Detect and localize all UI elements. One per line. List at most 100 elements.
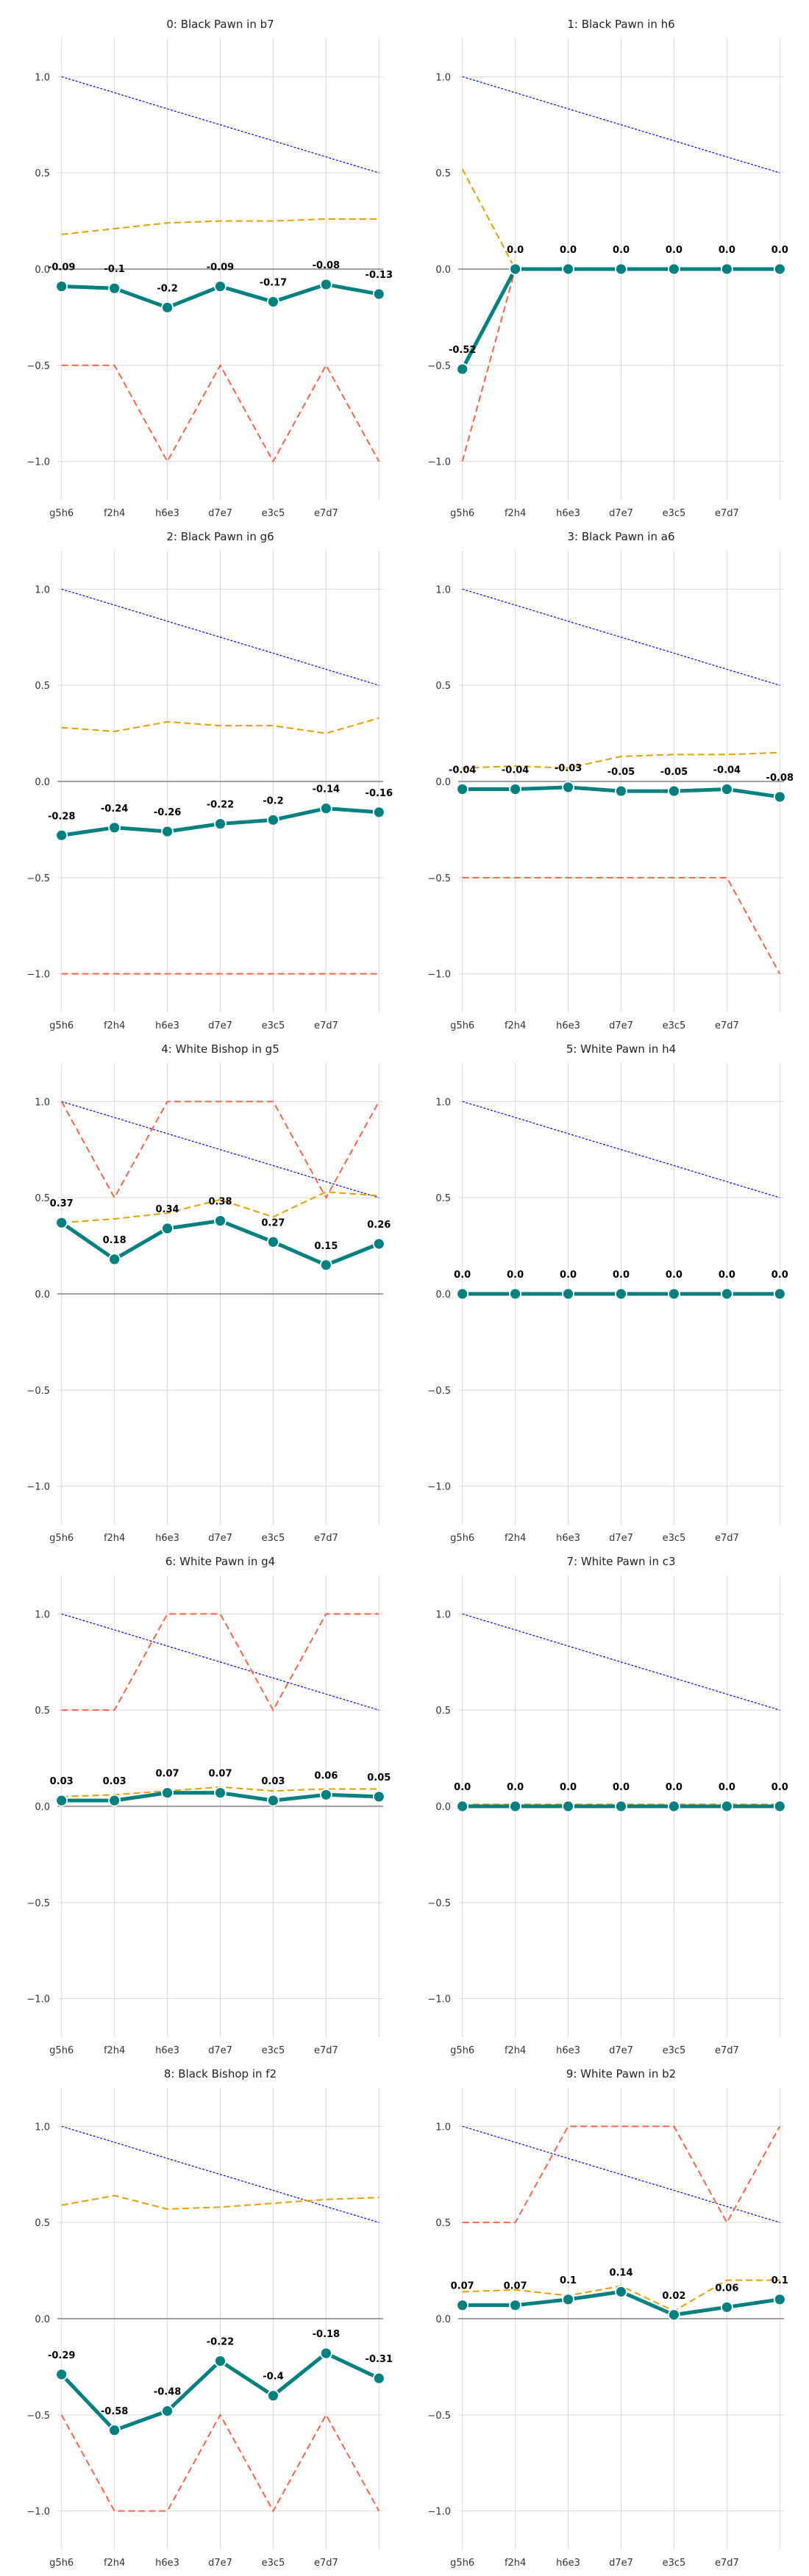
chart-panel-3: 3: Black Pawn in a6 1.0 0.5 0.0 −0.5 −1.0 g5h6… bbox=[427, 530, 794, 1031]
y-tick-label: 0.5 bbox=[435, 1706, 451, 1717]
data-point bbox=[108, 821, 121, 834]
y-tick-label: 0.5 bbox=[435, 168, 451, 179]
y-tick-label: 0.5 bbox=[35, 681, 50, 692]
x-tick-label: e7d7 bbox=[715, 1533, 739, 1544]
x-tick-label: d7e7 bbox=[208, 2558, 232, 2569]
data-label: 0.0 bbox=[666, 1270, 683, 1281]
data-label: -0.29 bbox=[48, 2350, 75, 2361]
y-tick-label: −0.5 bbox=[427, 1898, 451, 1909]
data-label: 0.03 bbox=[50, 1776, 74, 1787]
y-tick-label: 0.0 bbox=[35, 2314, 50, 2325]
series-line-2 bbox=[462, 2125, 781, 2225]
data-label: -0.1 bbox=[104, 264, 124, 275]
x-tick-label: f2h4 bbox=[505, 1533, 526, 1544]
data-label: -0.2 bbox=[263, 795, 283, 806]
series-line-3 bbox=[462, 2125, 780, 2223]
data-point bbox=[562, 262, 574, 276]
data-label: 0.0 bbox=[771, 1782, 788, 1793]
series-line-3 bbox=[462, 1101, 780, 1198]
data-label: 0.38 bbox=[208, 1197, 232, 1208]
data-point bbox=[108, 282, 121, 295]
data-point bbox=[773, 2293, 786, 2306]
series-line-3 bbox=[462, 1613, 780, 1711]
data-label: 0.15 bbox=[314, 1241, 338, 1252]
data-label: 0.0 bbox=[666, 245, 683, 256]
data-label: 0.0 bbox=[454, 1782, 471, 1793]
data-point bbox=[319, 278, 332, 291]
data-point bbox=[319, 1259, 332, 1272]
series-line-2 bbox=[60, 2413, 380, 2513]
y-tick-label: −1.0 bbox=[427, 1994, 451, 2006]
data-label: 0.1 bbox=[560, 2275, 577, 2286]
data-point bbox=[668, 1800, 680, 1813]
series-line-3 bbox=[61, 588, 379, 686]
data-label: -0.04 bbox=[713, 765, 741, 776]
data-label: -0.48 bbox=[154, 2387, 181, 2398]
x-tick-label: e3c5 bbox=[262, 1020, 285, 1031]
y-tick-label: 0.5 bbox=[435, 681, 451, 692]
data-point bbox=[562, 781, 574, 794]
x-tick-label: f2h4 bbox=[104, 2045, 125, 2056]
series-line-2 bbox=[61, 1613, 379, 1712]
data-label: -0.05 bbox=[660, 767, 688, 778]
data-label: 0.0 bbox=[771, 245, 788, 256]
series-line-3 bbox=[462, 76, 780, 173]
chart-title: 4: White Bishop in g5 bbox=[161, 1042, 279, 1056]
series-line-3 bbox=[61, 76, 379, 173]
x-tick-label: d7e7 bbox=[208, 2045, 232, 2056]
x-tick-label: e7d7 bbox=[715, 2558, 739, 2569]
data-point bbox=[214, 817, 227, 830]
y-tick-label: −1.0 bbox=[427, 970, 451, 981]
data-label: 0.0 bbox=[613, 245, 630, 256]
x-tick-label: h6e3 bbox=[155, 2045, 179, 2056]
x-tick-label: g5h6 bbox=[49, 1020, 74, 1031]
data-label: 0.07 bbox=[451, 2281, 474, 2292]
chart-title: 9: White Pawn in b2 bbox=[566, 2067, 676, 2081]
data-label: 0.0 bbox=[719, 1270, 735, 1281]
y-tick-label: 1.0 bbox=[35, 584, 50, 595]
y-tick-label: −1.0 bbox=[26, 2507, 50, 2518]
data-point bbox=[372, 287, 385, 301]
y-tick-label: −1.0 bbox=[26, 457, 50, 468]
data-label: 0.0 bbox=[719, 1782, 735, 1793]
x-tick-label: g5h6 bbox=[450, 2045, 474, 2056]
data-point bbox=[720, 1800, 733, 1813]
data-label: 0.0 bbox=[666, 1782, 683, 1793]
x-tick-label: g5h6 bbox=[49, 508, 74, 519]
data-label: 0.18 bbox=[103, 1235, 126, 1246]
data-point bbox=[319, 2347, 332, 2360]
x-tick-label: e3c5 bbox=[262, 2045, 285, 2056]
y-tick-label: 0.0 bbox=[35, 265, 50, 276]
series-line-3 bbox=[462, 588, 780, 686]
chart-panel-7: 7: White Pawn in c3 1.0 0.5 0.0 −0.5 −1.0 g5h6… bbox=[427, 1555, 788, 2056]
data-label: 0.0 bbox=[613, 1782, 630, 1793]
y-tick-label: 0.0 bbox=[435, 265, 451, 276]
x-tick-label: d7e7 bbox=[208, 1020, 232, 1031]
data-label: 0.03 bbox=[103, 1776, 126, 1787]
data-point bbox=[668, 2308, 680, 2322]
y-tick-label: −0.5 bbox=[26, 873, 50, 884]
x-tick-label: f2h4 bbox=[104, 1533, 125, 1544]
x-tick-label: e3c5 bbox=[262, 1533, 285, 1544]
y-tick-label: 1.0 bbox=[435, 2122, 451, 2133]
data-point bbox=[668, 1287, 680, 1300]
data-label: 0.0 bbox=[771, 1270, 788, 1281]
data-label: 0.07 bbox=[156, 1769, 179, 1780]
data-label: -0.22 bbox=[207, 2337, 234, 2348]
data-point bbox=[55, 829, 68, 842]
data-label: -0.18 bbox=[313, 2329, 340, 2340]
y-tick-label: −1.0 bbox=[427, 457, 451, 468]
x-tick-label: f2h4 bbox=[104, 1020, 125, 1031]
data-label: 0.14 bbox=[609, 2267, 632, 2278]
data-label: -0.16 bbox=[366, 788, 393, 799]
y-tick-label: −0.5 bbox=[26, 2411, 50, 2422]
chart-title: 7: White Pawn in c3 bbox=[566, 1555, 675, 1568]
y-tick-label: −1.0 bbox=[427, 2507, 451, 2518]
chart-panel-9: 9: White Pawn in b2 1.0 0.5 0.0 −0.5 −1.0 g5h6… bbox=[427, 2067, 788, 2569]
chart-panel-0: 0: Black Pawn in b7 1.0 0.5 0.0 −0.5 −1.0 g5h6… bbox=[26, 18, 393, 519]
x-tick-label: e3c5 bbox=[262, 508, 285, 519]
data-point bbox=[773, 1287, 786, 1300]
data-label: 0.05 bbox=[367, 1772, 391, 1783]
data-label: 0.26 bbox=[367, 1220, 391, 1231]
data-label: -0.22 bbox=[207, 800, 234, 811]
